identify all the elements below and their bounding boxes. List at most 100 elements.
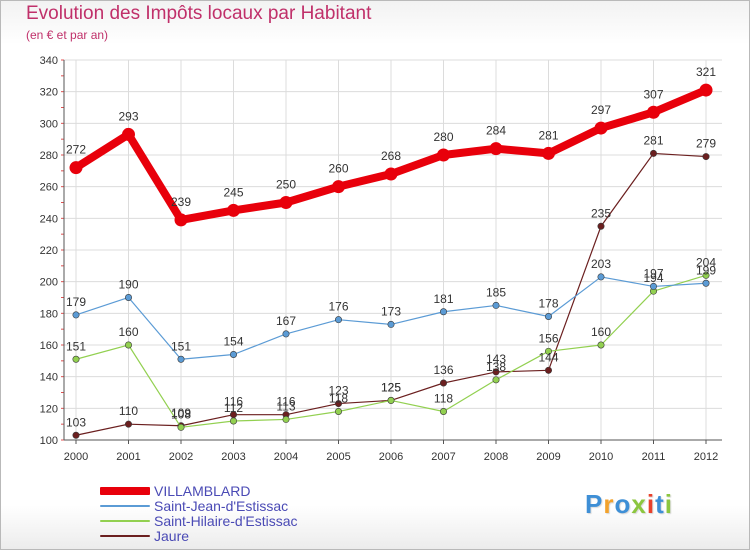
data-point xyxy=(125,420,133,428)
x-tick-label: 2000 xyxy=(64,451,88,463)
logo-letter: r xyxy=(603,489,615,519)
chart-title: Evolution des Impôts locaux par Habitant xyxy=(26,3,372,24)
data-point xyxy=(230,417,238,425)
y-tick-label: 140 xyxy=(40,372,58,384)
data-label: 125 xyxy=(381,380,401,394)
data-point xyxy=(122,127,135,141)
y-tick-label: 120 xyxy=(40,403,58,415)
data-label: 109 xyxy=(171,406,191,420)
data-label: 176 xyxy=(328,300,348,314)
y-tick-label: 240 xyxy=(40,213,58,225)
data-point xyxy=(125,341,133,349)
logo-letter: o xyxy=(614,489,632,519)
data-label: 281 xyxy=(643,133,663,147)
data-point xyxy=(174,213,188,227)
data-label: 284 xyxy=(486,124,506,138)
legend-swatch xyxy=(100,535,150,537)
chart-subtitle: (en € et par an) xyxy=(26,28,109,42)
y-tick-label: 160 xyxy=(40,340,58,352)
data-label: 178 xyxy=(538,297,558,311)
y-tick-label: 280 xyxy=(40,150,58,162)
x-tick-label: 2010 xyxy=(589,451,613,463)
logo-letter: i xyxy=(664,489,673,519)
data-point xyxy=(594,121,608,135)
data-label: 272 xyxy=(66,143,86,157)
data-point xyxy=(649,282,657,290)
data-label: 281 xyxy=(538,128,558,142)
data-point xyxy=(702,271,710,279)
data-label: 118 xyxy=(434,392,453,406)
y-tick-label: 100 xyxy=(40,435,58,447)
y-tick-label: 200 xyxy=(40,277,58,289)
logo-letter: t xyxy=(655,489,665,519)
data-point xyxy=(125,293,133,301)
data-label: 250 xyxy=(276,178,296,192)
y-tick-label: 260 xyxy=(40,182,58,194)
x-tick-label: 2003 xyxy=(221,451,245,463)
data-label: 138 xyxy=(486,360,506,374)
data-label: 116 xyxy=(276,395,295,409)
x-tick-label: 2012 xyxy=(694,451,718,463)
y-tick-label: 340 xyxy=(40,55,58,67)
data-point xyxy=(334,407,342,415)
data-label: 110 xyxy=(119,404,138,418)
data-point xyxy=(439,407,447,415)
data-point xyxy=(384,167,398,181)
data-point xyxy=(702,279,710,287)
data-label: 245 xyxy=(223,185,243,199)
data-label: 156 xyxy=(538,331,558,345)
x-tick-label: 2002 xyxy=(169,451,193,463)
data-point xyxy=(227,203,240,217)
data-point xyxy=(387,396,395,404)
data-point xyxy=(492,301,500,309)
data-label: 204 xyxy=(696,255,716,269)
data-point xyxy=(72,431,80,439)
x-tick-label: 2007 xyxy=(431,451,455,463)
data-label: 239 xyxy=(171,195,191,209)
data-point xyxy=(492,368,500,376)
data-point xyxy=(439,379,447,387)
data-point xyxy=(542,146,555,160)
data-label: 103 xyxy=(66,415,86,429)
data-point xyxy=(279,196,293,209)
x-tick-label: 2001 xyxy=(116,451,140,463)
legend-swatch xyxy=(100,520,150,522)
x-tick-label: 2011 xyxy=(642,451,666,463)
data-label: 160 xyxy=(591,325,611,339)
x-tick-label: 2005 xyxy=(326,451,350,463)
data-label: 112 xyxy=(224,401,243,415)
legend-label: Jaure xyxy=(154,528,190,544)
data-point xyxy=(437,148,450,162)
data-label: 181 xyxy=(433,292,453,306)
data-label: 151 xyxy=(66,339,86,353)
y-tick-label: 320 xyxy=(40,87,58,99)
data-point xyxy=(72,355,80,363)
logo-letter: x xyxy=(631,489,647,519)
data-point xyxy=(544,366,552,374)
x-tick-label: 2009 xyxy=(536,451,560,463)
data-label: 321 xyxy=(696,65,716,79)
data-label: 203 xyxy=(591,257,611,271)
legend-label: Saint-Hilaire-d'Estissac xyxy=(154,513,298,529)
data-label: 280 xyxy=(433,130,453,144)
data-point xyxy=(597,222,605,230)
data-label: 160 xyxy=(118,325,138,339)
data-point xyxy=(69,161,83,175)
data-label: 190 xyxy=(118,278,138,292)
data-label: 123 xyxy=(328,384,348,398)
data-label: 179 xyxy=(66,295,86,309)
data-label: 116 xyxy=(224,395,243,409)
x-tick-label: 2006 xyxy=(379,451,403,463)
data-point xyxy=(544,347,552,355)
data-label: 197 xyxy=(643,266,663,280)
data-label: 113 xyxy=(276,399,295,413)
y-tick-label: 180 xyxy=(40,308,58,320)
data-label: 151 xyxy=(171,339,191,353)
data-label: 108 xyxy=(171,407,191,421)
data-label: 154 xyxy=(223,335,243,349)
data-point xyxy=(332,180,345,194)
data-label: 297 xyxy=(591,103,611,117)
y-tick-label: 300 xyxy=(40,118,58,130)
data-label: 173 xyxy=(381,304,401,318)
